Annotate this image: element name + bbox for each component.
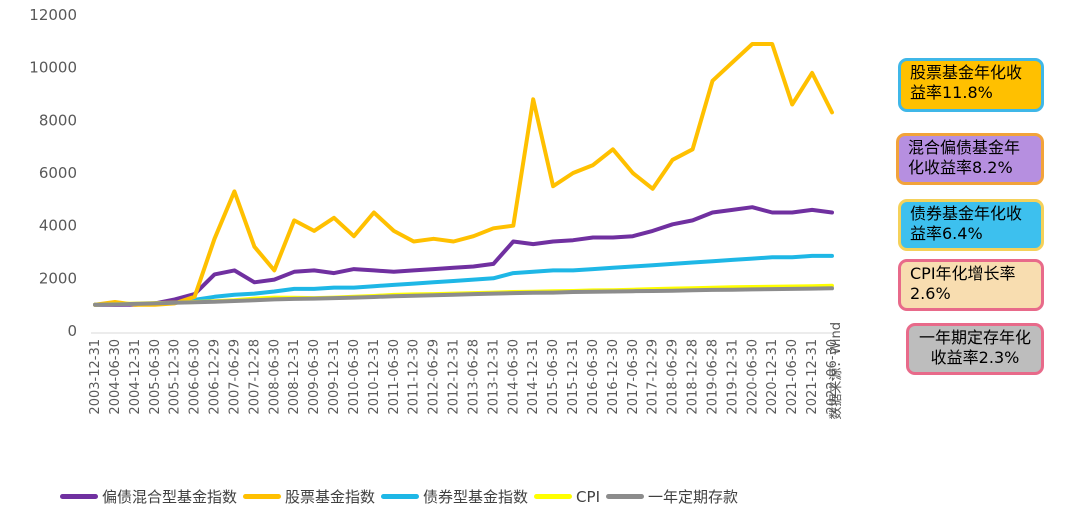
series-line <box>93 253 834 307</box>
x-tick-label: 2015-12-31 <box>566 339 581 415</box>
x-tick-label: 2008-06-30 <box>267 339 282 415</box>
legend-item-stock: 股票基金指数 <box>243 486 375 507</box>
legend-swatch <box>606 494 644 499</box>
x-tick-label: 2016-12-30 <box>606 339 621 415</box>
callout-stock-return: 股票基金年化收益率11.8% <box>898 58 1044 112</box>
x-tick-label: 2004-06-30 <box>108 339 123 415</box>
y-tick-label: 12000 <box>29 6 77 24</box>
legend-label: 债券型基金指数 <box>423 488 529 506</box>
legend-label: 偏债混合型基金指数 <box>102 488 238 506</box>
source-note: 数据来源：Wind <box>829 322 844 420</box>
legend-item-mixed-bond: 偏债混合型基金指数 <box>60 486 237 507</box>
x-tick-label: 2005-06-30 <box>148 339 163 415</box>
x-tick-label: 2014-12-31 <box>526 339 541 415</box>
x-tick-label: 2011-06-30 <box>387 339 402 415</box>
x-tick-label: 2015-06-30 <box>546 339 561 415</box>
x-tick-label: 2004-12-31 <box>128 339 143 415</box>
x-tick-label: 2017-06-30 <box>626 339 641 415</box>
y-tick-label: 4000 <box>39 217 77 235</box>
x-tick-label: 2009-06-30 <box>307 339 322 415</box>
x-tick-label: 2012-12-31 <box>447 339 462 415</box>
x-tick-label: 2003-12-31 <box>88 339 103 415</box>
x-tick-label: 2014-06-30 <box>506 339 521 415</box>
legend: 偏债混合型基金指数 股票基金指数 债券型基金指数 CPI 一年定期存款 <box>60 486 744 507</box>
x-tick-label: 2016-06-30 <box>586 339 601 415</box>
x-tick-label: 2019-12-31 <box>725 339 740 415</box>
legend-item-cpi: CPI <box>534 488 600 506</box>
legend-label: CPI <box>576 487 600 506</box>
x-tick-label: 2020-12-31 <box>765 339 780 415</box>
y-tick-label: 6000 <box>39 164 77 182</box>
x-tick-label: 2009-12-31 <box>327 339 342 415</box>
callout-cpi-growth: CPI年化增长率2.6% <box>898 259 1044 311</box>
y-tick-label: 10000 <box>29 59 77 77</box>
legend-label: 股票基金指数 <box>285 488 376 506</box>
x-tick-label: 2010-12-31 <box>367 339 382 415</box>
x-tick-label: 2007-12-28 <box>247 339 262 415</box>
legend-item-bond: 债券型基金指数 <box>381 486 528 507</box>
series-line <box>93 205 834 307</box>
legend-swatch <box>534 494 573 499</box>
x-tick-label: 2012-06-29 <box>427 339 442 415</box>
x-tick-label: 2017-12-29 <box>646 339 661 415</box>
x-tick-label: 2021-12-31 <box>805 339 820 415</box>
x-tick-label: 2020-06-30 <box>745 339 760 415</box>
callout-bond-return: 债券基金年化收益率6.4% <box>898 199 1044 251</box>
x-tick-label: 2011-12-30 <box>407 339 422 415</box>
x-tick-label: 2013-06-28 <box>466 339 481 415</box>
x-tick-label: 2006-12-29 <box>208 339 223 415</box>
x-tick-label: 2018-12-28 <box>686 339 701 415</box>
legend-swatch <box>60 494 98 499</box>
x-tick-label: 2013-12-31 <box>486 339 501 415</box>
legend-swatch <box>243 494 282 499</box>
x-tick-label: 2019-06-28 <box>705 339 720 415</box>
callout-deposit-return: 一年期定存年化收益率2.3% <box>906 323 1044 375</box>
series-line <box>93 42 834 307</box>
x-tick-label: 2021-06-30 <box>785 339 800 415</box>
legend-swatch <box>381 494 420 499</box>
legend-item-deposit: 一年定期存款 <box>606 486 738 507</box>
x-tick-label: 2005-12-30 <box>168 339 183 415</box>
callout-mixed-bond-return: 混合偏债基金年化收益率8.2% <box>896 133 1044 185</box>
y-tick-label: 8000 <box>39 111 77 129</box>
x-tick-label: 2022-06-30 <box>825 339 840 415</box>
legend-label: 一年定期存款 <box>648 488 739 506</box>
x-tick-label: 2018-06-29 <box>666 339 681 415</box>
x-tick-label: 2010-06-30 <box>347 339 362 415</box>
y-tick-label: 2000 <box>39 269 77 287</box>
x-tick-label: 2006-06-30 <box>188 339 203 415</box>
x-tick-label: 2008-12-31 <box>287 339 302 415</box>
y-tick-label: 0 <box>67 322 77 340</box>
series-line <box>93 286 834 307</box>
x-tick-label: 2007-06-29 <box>227 339 242 415</box>
